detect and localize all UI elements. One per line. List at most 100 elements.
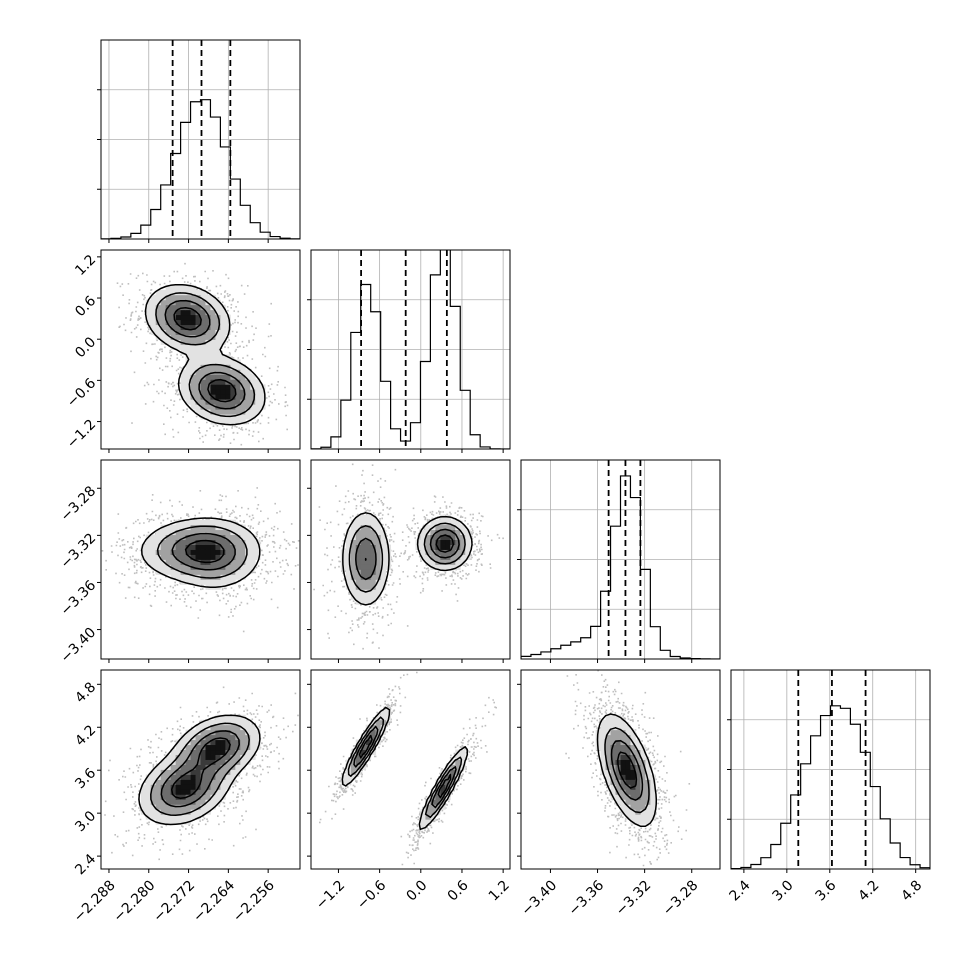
density-cell (345, 539, 352, 545)
density-cell (345, 779, 352, 785)
density-cell (235, 574, 241, 580)
density-cell (185, 294, 191, 301)
density-cell (425, 799, 431, 805)
density-cell (165, 324, 172, 331)
density-cell (465, 529, 471, 536)
density-cell (170, 289, 177, 296)
density-cell (245, 379, 251, 385)
density-cell (230, 359, 236, 365)
density-cell (155, 329, 162, 335)
density-cell (375, 524, 382, 531)
density-cell (220, 394, 226, 400)
density-cell (215, 399, 221, 405)
density-cell (435, 534, 441, 541)
density-cell (190, 769, 196, 775)
density-cell (175, 529, 182, 536)
density-cell (195, 734, 201, 741)
scatter-points (313, 463, 504, 650)
contour-line-0 (596, 713, 658, 827)
density-cell (425, 549, 431, 555)
density-cell (225, 719, 231, 726)
density-cell (610, 784, 616, 790)
density-cell (240, 719, 246, 726)
density-cell (190, 574, 196, 580)
density-cell (165, 544, 172, 550)
pair-content (104, 686, 299, 861)
density-cell (180, 564, 186, 570)
density-cell (230, 769, 236, 775)
density-cell (210, 794, 216, 800)
histogram-panel-0 (97, 39, 301, 243)
density-cell (245, 414, 251, 420)
density-cell (460, 534, 466, 541)
density-cell (200, 319, 206, 326)
density-cell (360, 749, 367, 755)
density-cell (425, 819, 431, 825)
density-cell (630, 799, 636, 805)
density-cell (375, 569, 382, 575)
density-cell (205, 364, 211, 370)
density-cell (240, 534, 246, 541)
x-tick-label: 0.6 (445, 877, 472, 904)
density-cell (215, 774, 221, 780)
density-cell (620, 804, 626, 810)
density-cell (210, 369, 216, 375)
density-cell (440, 529, 446, 536)
density-cell (205, 779, 211, 785)
density-cell (175, 744, 182, 751)
histogram-panel-3 (727, 669, 931, 873)
density-cell (195, 289, 201, 296)
density-cell (165, 814, 172, 820)
density-cell (160, 329, 167, 335)
density-cell (360, 539, 367, 545)
density-cell (230, 754, 236, 760)
density-cell (355, 759, 362, 765)
density-cell (215, 744, 221, 751)
density-cell (165, 569, 172, 575)
density-cell (640, 809, 646, 815)
density-cell (190, 289, 196, 296)
density-cell (225, 734, 231, 741)
density-cell (425, 559, 431, 565)
density-cell (190, 389, 196, 395)
density-cell (200, 349, 206, 355)
density-cell (600, 739, 606, 746)
density-cell (215, 384, 221, 390)
density-cell (140, 789, 147, 795)
density-cell (230, 719, 236, 726)
density-cell (255, 384, 261, 390)
density-cell (185, 319, 191, 326)
density-cell (375, 584, 382, 590)
density-cell (200, 294, 206, 301)
density-cell (435, 554, 441, 560)
density-cell (180, 319, 186, 326)
density-cell (180, 774, 186, 780)
density-cell (150, 789, 157, 795)
density-cell (240, 729, 246, 736)
pair-content (313, 463, 504, 650)
density-cell (615, 729, 621, 736)
density-cell (650, 779, 656, 785)
density-cell (360, 529, 367, 536)
density-cell (205, 374, 211, 380)
density-cell (610, 739, 616, 746)
pair-frame (310, 669, 511, 870)
density-cell (445, 549, 451, 555)
density-cell (215, 754, 221, 760)
density-cell (190, 529, 196, 536)
density-cell (225, 384, 231, 390)
density-cell (215, 759, 221, 765)
density-cell (345, 549, 352, 555)
density-cell (615, 714, 621, 721)
density-cell (195, 544, 201, 550)
density-cell (355, 514, 362, 521)
density-cell (215, 374, 221, 380)
density-cell (645, 759, 651, 765)
density-cell (215, 534, 221, 541)
density-cell (200, 359, 206, 365)
density-cell (645, 794, 651, 800)
density-cell (140, 799, 147, 805)
density-cell (345, 544, 352, 550)
density-cell (200, 414, 206, 420)
density-cell (180, 789, 186, 795)
